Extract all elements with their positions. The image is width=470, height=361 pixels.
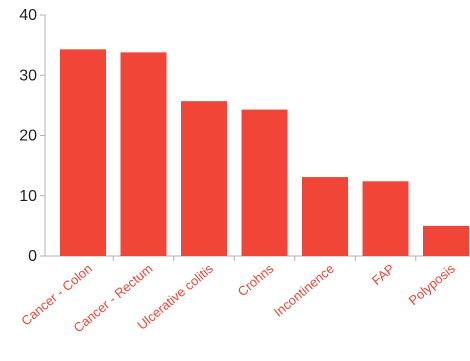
y-tick-label: 30 xyxy=(19,67,37,84)
y-tick-label: 10 xyxy=(19,188,37,205)
bar xyxy=(423,225,469,256)
bar xyxy=(181,101,227,256)
x-tick-label: Crohns xyxy=(235,260,277,299)
bar xyxy=(241,109,288,256)
x-tick-label: Incontinence xyxy=(271,261,337,320)
y-axis: 0 10 20 30 40 xyxy=(19,7,46,265)
y-tick-label: 0 xyxy=(28,248,37,265)
x-tick-label: FAP xyxy=(369,261,397,288)
bar xyxy=(120,52,167,257)
x-axis xyxy=(45,255,470,261)
bar xyxy=(302,177,348,256)
bars xyxy=(60,49,469,257)
bar xyxy=(60,49,106,256)
x-tick-label: Polyposis xyxy=(406,260,459,308)
y-tick-label: 40 xyxy=(19,7,37,24)
y-tick-label: 20 xyxy=(19,128,37,145)
bar xyxy=(362,181,409,256)
